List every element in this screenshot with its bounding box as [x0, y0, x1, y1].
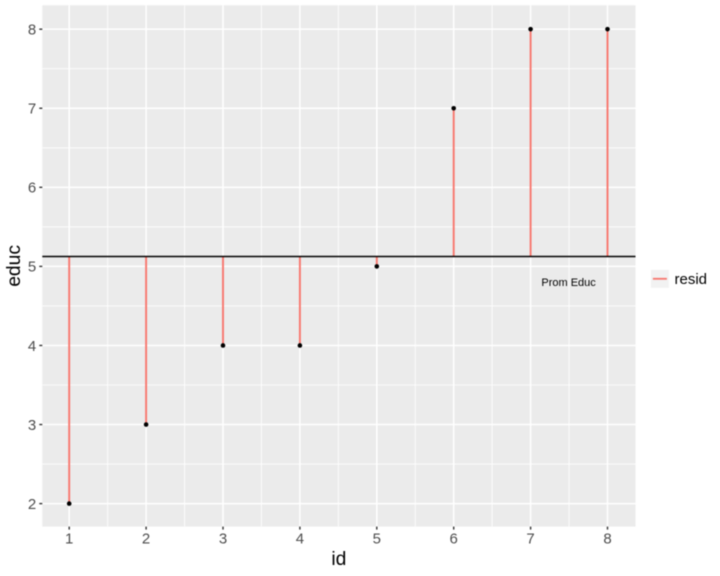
- svg-text:7: 7: [28, 101, 36, 118]
- svg-text:5: 5: [373, 531, 381, 548]
- svg-text:8: 8: [28, 22, 36, 39]
- svg-text:5: 5: [28, 259, 36, 276]
- svg-text:1: 1: [65, 531, 73, 548]
- svg-text:3: 3: [28, 417, 36, 434]
- svg-text:educ: educ: [4, 245, 25, 287]
- svg-text:Prom Educ: Prom Educ: [541, 277, 596, 289]
- svg-text:id: id: [331, 549, 346, 570]
- svg-text:3: 3: [219, 531, 227, 548]
- svg-text:2: 2: [28, 496, 36, 513]
- svg-text:6: 6: [28, 180, 36, 197]
- svg-text:6: 6: [450, 531, 458, 548]
- svg-text:resid: resid: [675, 271, 708, 288]
- svg-text:4: 4: [296, 531, 304, 548]
- svg-text:2: 2: [142, 531, 150, 548]
- svg-text:7: 7: [526, 531, 534, 548]
- svg-text:8: 8: [603, 531, 611, 548]
- svg-text:4: 4: [28, 338, 36, 355]
